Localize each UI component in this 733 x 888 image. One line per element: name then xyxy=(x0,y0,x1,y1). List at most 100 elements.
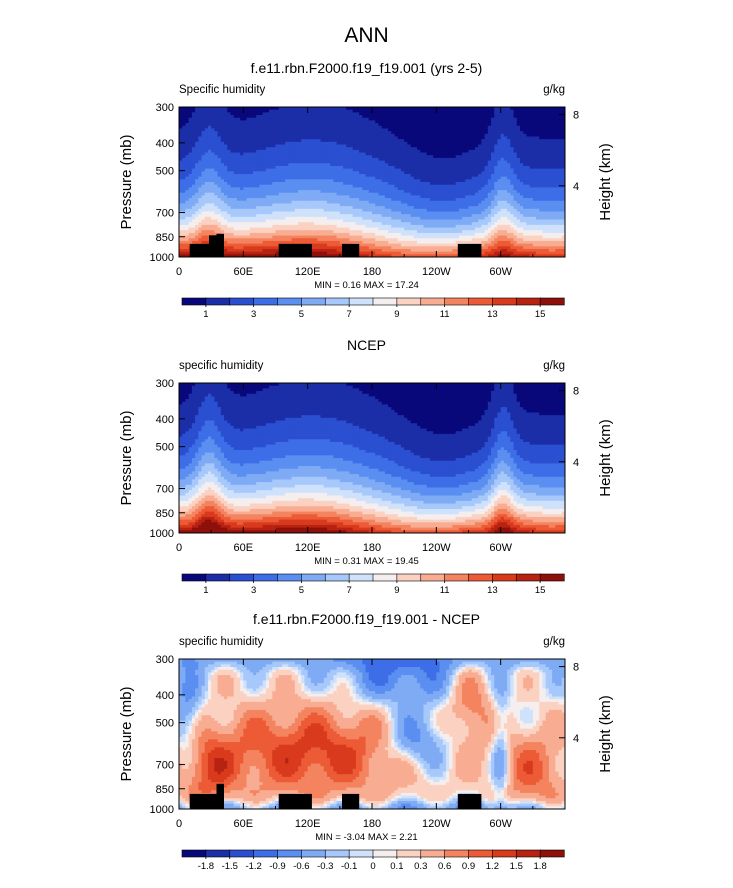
contour-cell xyxy=(404,230,408,237)
contour-cell xyxy=(417,208,421,218)
contour-cell xyxy=(281,240,286,245)
contour-cell xyxy=(410,506,415,513)
contour-cell xyxy=(362,699,367,703)
contour-cell xyxy=(436,699,441,706)
contour-cell xyxy=(487,495,492,505)
contour-cell xyxy=(384,238,389,242)
contour-cell xyxy=(548,139,553,170)
contour-cell xyxy=(285,790,289,797)
contour-cell xyxy=(198,227,203,234)
contour-cell xyxy=(256,107,261,116)
contour-cell xyxy=(449,243,454,247)
contour-cell xyxy=(368,503,373,510)
colorbar-label: 5 xyxy=(299,309,304,320)
contour-cell xyxy=(278,667,283,671)
contour-cell xyxy=(542,530,547,533)
contour-cell xyxy=(439,763,444,778)
contour-cell xyxy=(191,487,196,497)
contour-cell xyxy=(285,455,289,470)
contour-cell xyxy=(269,677,273,700)
contour-cell xyxy=(349,717,354,730)
contour-cell xyxy=(381,685,386,695)
contour-cell xyxy=(249,800,254,807)
contour-cell xyxy=(516,203,521,213)
contour-cell xyxy=(330,383,334,419)
contour-cell xyxy=(285,441,289,456)
contour-cell xyxy=(333,211,338,221)
contour-cell xyxy=(269,147,273,170)
contour-cell xyxy=(426,251,431,255)
contour-cell xyxy=(214,720,219,732)
contour-cell xyxy=(269,806,273,809)
contour-cell xyxy=(381,383,386,406)
contour-cell xyxy=(294,771,299,783)
contour-cell xyxy=(330,235,334,242)
contour-cell xyxy=(429,219,434,229)
contour-cell xyxy=(288,455,293,470)
contour-cell xyxy=(323,107,328,143)
contour-cell xyxy=(423,254,428,257)
contour-cell xyxy=(207,211,212,218)
contour-cell xyxy=(326,516,331,523)
contour-cell xyxy=(558,211,563,221)
contour-cell xyxy=(519,503,524,510)
contour-cell xyxy=(256,171,261,188)
contour-cell xyxy=(426,677,431,695)
contour-cell xyxy=(188,232,193,239)
contour-cell xyxy=(346,498,351,505)
contour-cell xyxy=(343,195,347,207)
contour-cell xyxy=(198,704,203,711)
contour-cell xyxy=(249,246,254,253)
contour-cell xyxy=(259,198,264,207)
contour-cell xyxy=(243,107,248,121)
contour-cell xyxy=(343,683,347,719)
contour-cell xyxy=(474,107,479,148)
contour-cell xyxy=(500,460,505,472)
contour-cell xyxy=(545,187,550,202)
contour-cell xyxy=(462,224,466,231)
contour-cell xyxy=(388,184,392,199)
contour-cell xyxy=(420,508,425,515)
contour-cell xyxy=(503,246,508,250)
contour-cell xyxy=(519,527,524,531)
contour-cell xyxy=(391,227,396,234)
contour-cell xyxy=(487,254,492,257)
contour-cell xyxy=(333,798,338,802)
contour-cell xyxy=(339,803,344,807)
contour-cell xyxy=(420,800,425,805)
x-tick-label: 120E xyxy=(295,266,321,278)
contour-cell xyxy=(439,476,444,489)
contour-cell xyxy=(545,508,550,515)
contour-cell xyxy=(478,479,482,491)
contour-cell xyxy=(420,182,425,199)
contour-cell xyxy=(294,731,299,743)
contour-cell xyxy=(269,240,273,247)
contour-cell xyxy=(423,232,428,239)
contour-cell xyxy=(256,243,261,247)
contour-cell xyxy=(400,248,405,255)
contour-cell xyxy=(420,484,425,497)
contour-cell xyxy=(491,117,495,154)
contour-cell xyxy=(545,463,550,478)
contour-cell xyxy=(391,798,396,802)
contour-cell xyxy=(246,152,251,175)
contour-cell xyxy=(214,669,219,673)
contour-cell xyxy=(272,235,277,242)
contour-cell xyxy=(298,216,302,223)
contour-cell xyxy=(294,468,299,478)
contour-cell xyxy=(433,238,437,245)
contour-cell xyxy=(507,511,511,518)
contour-cell xyxy=(214,731,219,740)
contour-cell xyxy=(346,471,351,483)
contour-cell xyxy=(478,530,482,533)
contour-cell xyxy=(429,503,434,510)
contour-cell xyxy=(458,524,463,529)
contour-cell xyxy=(301,107,306,140)
contour-cell xyxy=(249,503,254,510)
contour-cell xyxy=(343,774,347,783)
contour-cell xyxy=(227,798,232,802)
contour-cell xyxy=(529,243,534,250)
contour-cell xyxy=(491,527,495,533)
contour-cell xyxy=(407,755,412,759)
contour-cell xyxy=(198,187,203,199)
